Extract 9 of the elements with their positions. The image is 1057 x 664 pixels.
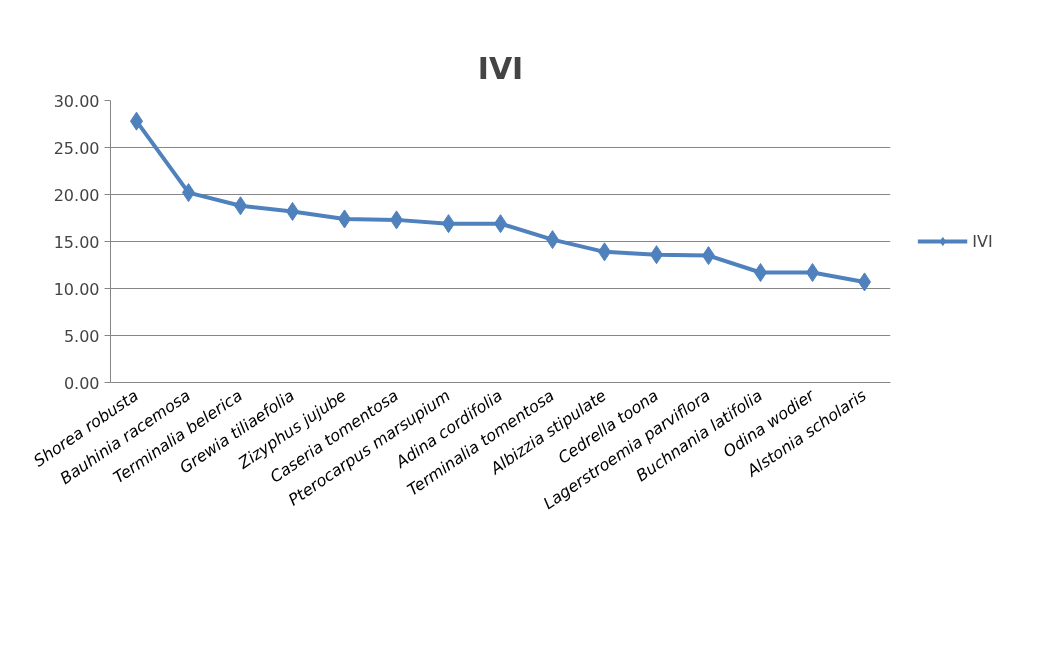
y-tick-label: 5.00 [63, 326, 100, 346]
y-tick-label: 15.00 [53, 232, 100, 252]
legend-label: IVI [972, 231, 993, 251]
y-tick-label: 25.00 [53, 138, 100, 158]
y-tick-label: 0.00 [63, 373, 100, 393]
y-tick-label: 30.00 [53, 91, 100, 111]
y-tick-label: 10.00 [53, 279, 100, 299]
y-tick-label: 20.00 [53, 185, 100, 205]
chart-title: IVI [477, 50, 524, 86]
